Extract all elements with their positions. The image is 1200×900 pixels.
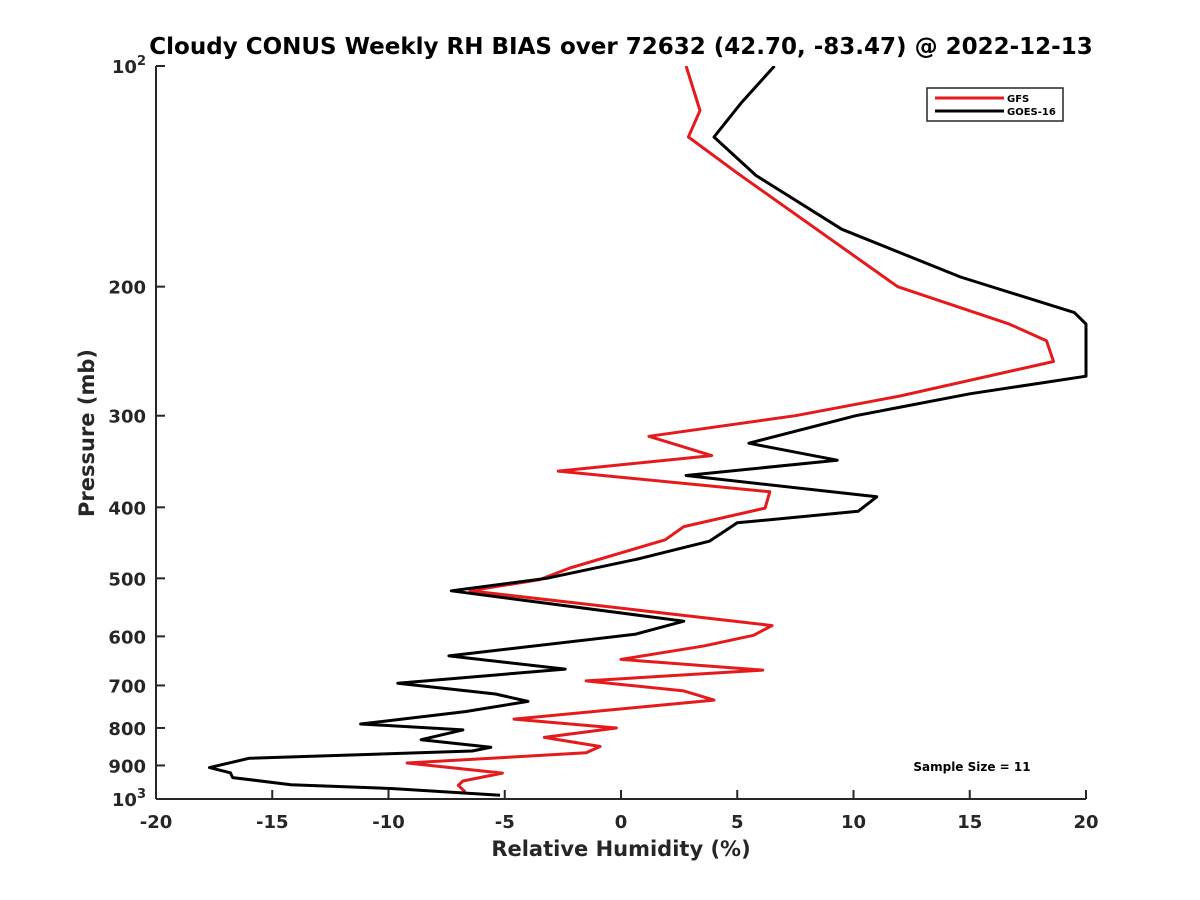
x-tick-label: -10 — [372, 812, 405, 833]
y-tick-label: 600 — [108, 627, 146, 648]
y-tick-base: 10 — [112, 57, 137, 78]
y-axis-label: Pressure (mb) — [75, 349, 99, 517]
y-tick-label: 500 — [108, 569, 146, 590]
x-tick-label: 20 — [1073, 812, 1098, 833]
series-line-gfs — [405, 66, 1055, 793]
y-tick-label: 900 — [108, 756, 146, 777]
y-tick-label: 200 — [108, 278, 146, 299]
x-tick-label: -20 — [140, 812, 173, 833]
x-tick-label: 10 — [841, 812, 866, 833]
x-tick-label: -15 — [256, 812, 289, 833]
sample-size-annotation: Sample Size = 11 — [913, 760, 1030, 774]
y-tick-label: 800 — [108, 719, 146, 740]
x-tick-label: 15 — [957, 812, 982, 833]
y-tick-base: 10 — [112, 790, 137, 811]
chart-title: Cloudy CONUS Weekly RH BIAS over 72632 (… — [149, 34, 1092, 60]
y-tick-label: 700 — [108, 676, 146, 697]
y-tick-label: 400 — [108, 498, 146, 519]
y-tick-label: 102 — [112, 54, 146, 78]
x-axis-ticks: -20 -15 -10 -5 0 5 10 15 20 — [140, 790, 1099, 833]
series-layer — [208, 66, 1088, 797]
y-tick-label: 300 — [108, 407, 146, 428]
legend-label-gfs: GFS — [1007, 94, 1029, 105]
x-tick-label: -5 — [495, 812, 515, 833]
y-tick-label: 103 — [112, 787, 146, 811]
y-tick-exponent: 3 — [137, 787, 146, 802]
legend-box — [926, 87, 1064, 122]
legend: GFS GOES-16 — [926, 87, 1064, 122]
series-line-goes-16 — [208, 66, 1088, 797]
x-axis-label: Relative Humidity (%) — [491, 837, 750, 861]
plot-area: -20 -15 -10 -5 0 5 10 15 20 10220030040050060070… — [108, 54, 1098, 833]
legend-label-goes-16: GOES-16 — [1007, 107, 1056, 118]
x-tick-label: 5 — [731, 812, 744, 833]
y-tick-exponent: 2 — [137, 54, 146, 69]
x-tick-label: 0 — [615, 812, 628, 833]
